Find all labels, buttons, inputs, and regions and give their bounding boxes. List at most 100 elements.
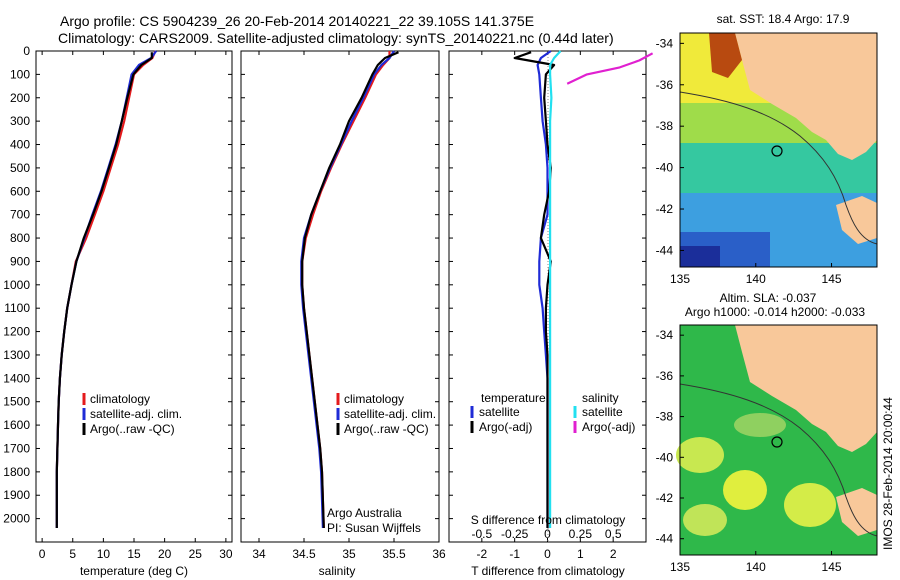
lon-tick-label: 145	[822, 272, 842, 286]
s-diff-tick-label: 0.5	[605, 527, 622, 541]
series-line	[301, 51, 391, 529]
x-tick-label: -1	[509, 547, 520, 561]
depth-tick-label: 400	[10, 138, 30, 152]
depth-tick-label: 600	[10, 184, 30, 198]
t-difference-xlabel: T difference from climatology	[471, 564, 625, 578]
x-tick-label: 2	[610, 547, 617, 561]
legend-label: satellite-adj. clim.	[90, 407, 182, 421]
x-tick-label: 34.5	[292, 547, 316, 561]
series-line	[55, 52, 153, 528]
legend-label: satellite-adj. clim.	[344, 407, 436, 421]
s-diff-tick-label: 0.25	[569, 527, 593, 541]
sst-land-tasmania	[836, 196, 877, 244]
sla-map	[676, 324, 878, 556]
temperature-x-ticks: 0 5 10 15 20 25 30	[39, 51, 233, 561]
x-tick-label: 30	[219, 547, 233, 561]
temperature-legend: climatology satellite-adj. clim. Argo(..…	[82, 392, 182, 436]
depth-tick-label: 900	[10, 254, 30, 268]
lat-tick-label: -36	[656, 78, 674, 92]
sst-coldest-patch	[680, 246, 720, 267]
legend-label: climatology	[344, 392, 404, 406]
depth-tick-label: 1900	[3, 488, 30, 502]
lat-tick-label: -38	[656, 119, 674, 133]
sst-land-mainland	[735, 33, 877, 160]
sla-high-blob	[683, 504, 727, 536]
legend-label: Argo(..raw -QC)	[344, 422, 429, 436]
sla-high-blob	[676, 437, 724, 473]
credit-line2: PI: Susan Wijffels	[327, 521, 421, 535]
difference-series	[513, 50, 654, 528]
lat-tick-label: -42	[656, 491, 674, 505]
lon-tick-label: 135	[670, 272, 690, 286]
series-line	[513, 51, 556, 528]
x-tick-label: 10	[97, 547, 111, 561]
legend-label: Argo(..raw -QC)	[90, 422, 175, 436]
x-tick-label: 0	[544, 547, 551, 561]
depth-tick-label: 1100	[4, 301, 30, 315]
depth-tick-label: 500	[10, 161, 30, 175]
series-line	[536, 50, 552, 528]
depth-tick-label: 1200	[3, 325, 30, 339]
salinity-axes	[240, 50, 440, 543]
sla-land-tasmania	[836, 488, 877, 536]
sla-lat-ticks: -34 -36 -38 -40 -42 -44	[656, 328, 684, 546]
s-difference-x-ticks: -0.5-0.2500.250.5	[471, 527, 621, 541]
credit-line1: Argo Australia	[327, 506, 402, 520]
depth-tick-label: 300	[10, 114, 30, 128]
legend-label: climatology	[90, 392, 150, 406]
lat-tick-label: -40	[656, 161, 674, 175]
sla-lon-ticks: 135 140 145	[670, 551, 842, 574]
depth-tick-label: 700	[10, 208, 30, 222]
x-tick-label: 0	[39, 547, 46, 561]
salinity-legend: climatology satellite-adj. clim. Argo(..…	[336, 392, 436, 436]
imos-watermark: IMOS 28-Feb-2014 20:00:44	[881, 397, 895, 550]
temperature-xlabel: temperature (deg C)	[80, 564, 188, 578]
sla-map-title-line2: Argo h1000: -0.014 h2000: -0.033	[685, 305, 865, 319]
sst-bathymetry-contour	[679, 91, 878, 245]
lat-tick-label: -34	[656, 328, 674, 342]
sst-map-frame	[679, 32, 878, 268]
temperature-series	[55, 50, 158, 528]
sla-map-title-line1: Altim. SLA: -0.037	[720, 291, 817, 305]
depth-tick-label: 0	[23, 44, 30, 58]
sla-mid-blob	[734, 413, 786, 437]
x-tick-label: 34	[252, 547, 266, 561]
legend-label: satellite	[479, 405, 520, 419]
sla-high-blob	[723, 470, 767, 510]
depth-tick-label: 100	[10, 67, 30, 81]
s-diff-tick-label: -0.25	[501, 527, 529, 541]
x-tick-label: 20	[158, 547, 172, 561]
lon-tick-label: 140	[746, 560, 766, 574]
depth-tick-label: 200	[10, 91, 30, 105]
x-tick-label: 25	[189, 547, 203, 561]
lon-tick-label: 145	[822, 560, 842, 574]
salinity-series	[300, 50, 399, 529]
depth-tick-label: 1700	[3, 441, 30, 455]
legend-header-temperature: temperature	[481, 391, 546, 405]
x-tick-label: 35	[342, 547, 356, 561]
lat-tick-label: -36	[656, 369, 674, 383]
sst-gulf-hot	[709, 33, 742, 78]
lon-tick-label: 140	[746, 272, 766, 286]
x-tick-label: -2	[476, 547, 487, 561]
sla-float-location	[771, 436, 783, 448]
sst-lat-ticks: -34 -36 -38 -40 -42 -44	[656, 36, 684, 257]
x-tick-label: 5	[69, 547, 76, 561]
depth-ticks: 0 100 200 300 400 500 600 700 800 900 1000 1100 1200…	[3, 44, 646, 526]
series-line	[548, 50, 562, 528]
sla-high-blob	[784, 483, 836, 527]
lat-tick-label: -38	[656, 410, 674, 424]
depth-tick-label: 1300	[3, 348, 30, 362]
x-tick-label: 35.5	[382, 547, 406, 561]
sla-land-mainland	[735, 325, 877, 452]
series-line	[566, 52, 654, 85]
legend-label: Argo(-adj)	[582, 420, 635, 434]
depth-tick-label: 1600	[3, 418, 30, 432]
depth-tick-label: 1800	[3, 465, 30, 479]
legend-label: satellite	[582, 405, 623, 419]
sst-map	[679, 32, 878, 268]
depth-tick-label: 1400	[3, 371, 30, 385]
salinity-xlabel: salinity	[319, 564, 356, 578]
sla-bathymetry-contour	[679, 383, 878, 537]
